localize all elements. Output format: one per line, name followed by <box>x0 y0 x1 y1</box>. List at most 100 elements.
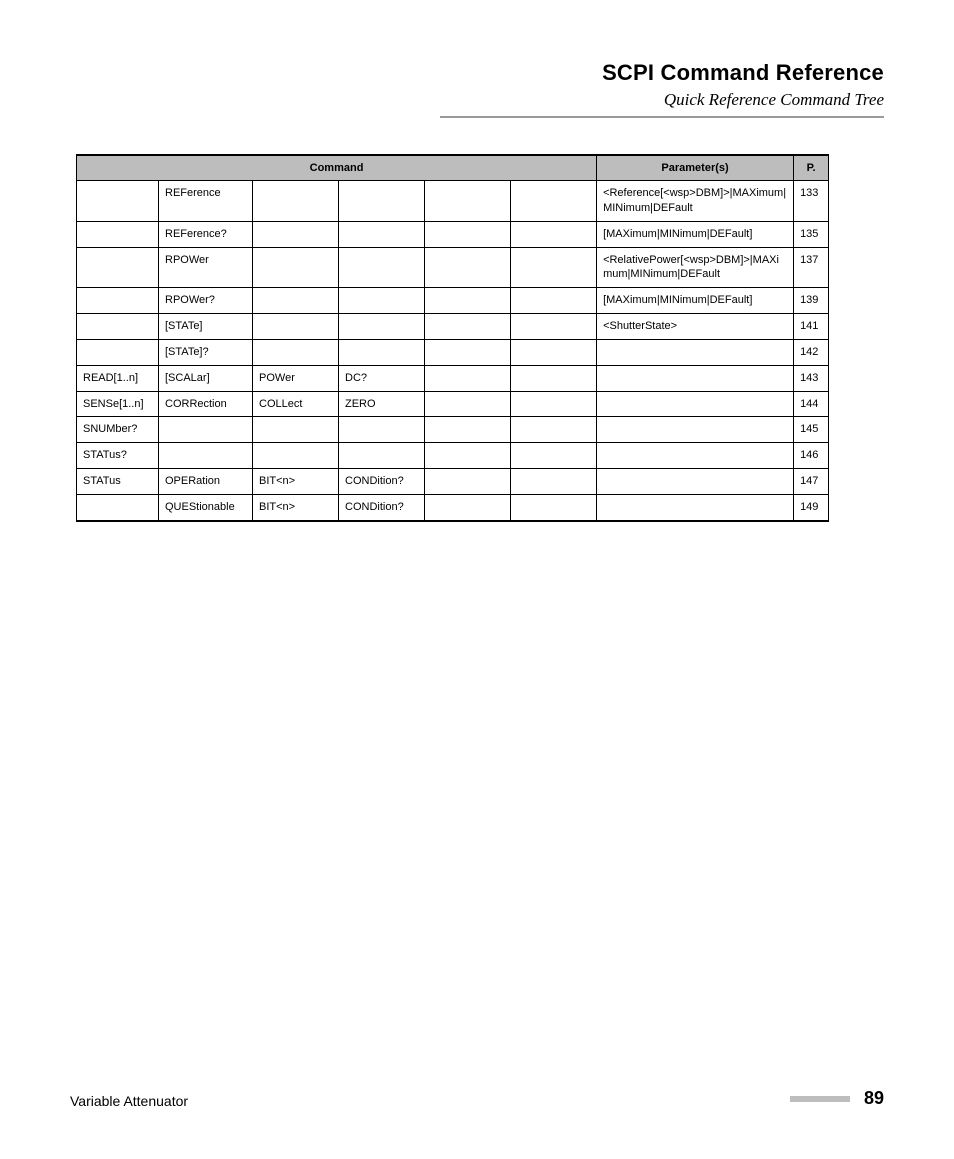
footer-right: 89 <box>790 1088 884 1109</box>
cmd-cell: CORRection <box>159 391 253 417</box>
cmd-cell <box>425 494 511 520</box>
params-cell <box>597 365 794 391</box>
cmd-cell <box>159 417 253 443</box>
cmd-cell <box>511 391 597 417</box>
cmd-cell: [STATe]? <box>159 339 253 365</box>
cmd-cell: CONDition? <box>339 494 425 520</box>
doc-subtitle: Quick Reference Command Tree <box>70 90 884 110</box>
page-cell: 139 <box>794 288 829 314</box>
cmd-cell <box>253 417 339 443</box>
cmd-cell <box>253 247 339 288</box>
cmd-cell: SNUMber? <box>77 417 159 443</box>
cmd-cell <box>425 391 511 417</box>
header-rule <box>440 116 884 118</box>
table-header-row: Command Parameter(s) P. <box>77 155 829 181</box>
cmd-cell <box>511 288 597 314</box>
cmd-cell <box>77 181 159 222</box>
cmd-cell <box>339 221 425 247</box>
col-header-page: P. <box>794 155 829 181</box>
cmd-cell: OPERation <box>159 469 253 495</box>
params-cell <box>597 469 794 495</box>
params-cell <box>597 494 794 520</box>
table-row: REFerence?[MAXimum|MINimum|DEFault]135 <box>77 221 829 247</box>
params-cell <box>597 417 794 443</box>
page-cell: 149 <box>794 494 829 520</box>
cmd-cell: QUEStionable <box>159 494 253 520</box>
cmd-cell <box>253 339 339 365</box>
table-row: READ[1..n][SCALar]POWerDC?143 <box>77 365 829 391</box>
cmd-cell: READ[1..n] <box>77 365 159 391</box>
cmd-cell <box>511 365 597 391</box>
cmd-cell <box>253 443 339 469</box>
cmd-cell <box>339 443 425 469</box>
cmd-cell <box>339 314 425 340</box>
command-reference-table: Command Parameter(s) P. REFerence <Refere… <box>76 154 829 522</box>
cmd-cell <box>77 221 159 247</box>
cmd-cell: STATus? <box>77 443 159 469</box>
cmd-cell <box>511 443 597 469</box>
cmd-cell: COLLect <box>253 391 339 417</box>
cmd-cell <box>425 417 511 443</box>
cmd-cell <box>253 288 339 314</box>
col-header-params: Parameter(s) <box>597 155 794 181</box>
cmd-cell <box>425 339 511 365</box>
params-cell <box>597 443 794 469</box>
page-cell: 143 <box>794 365 829 391</box>
cmd-cell <box>425 247 511 288</box>
cmd-cell <box>339 181 425 222</box>
cmd-cell: REFerence? <box>159 221 253 247</box>
table-row: REFerence <Reference[<wsp>DBM]>|MAXimum|M… <box>77 181 829 222</box>
table-row: SENSe[1..n]CORRectionCOLLectZERO 144 <box>77 391 829 417</box>
table-row: [STATe]<ShutterState>141 <box>77 314 829 340</box>
cmd-cell <box>511 314 597 340</box>
cmd-cell <box>253 314 339 340</box>
cmd-cell <box>425 181 511 222</box>
params-cell: [MAXimum|MINimum|DEFault] <box>597 288 794 314</box>
cmd-cell: REFerence <box>159 181 253 222</box>
cmd-cell: BIT<n> <box>253 494 339 520</box>
cmd-cell: [SCALar] <box>159 365 253 391</box>
cmd-cell <box>511 417 597 443</box>
cmd-cell: CONDition? <box>339 469 425 495</box>
cmd-cell <box>253 181 339 222</box>
col-header-command: Command <box>77 155 597 181</box>
page-cell: 142 <box>794 339 829 365</box>
cmd-cell <box>253 221 339 247</box>
cmd-cell: ZERO <box>339 391 425 417</box>
table-row: [STATe]? 142 <box>77 339 829 365</box>
cmd-cell <box>339 247 425 288</box>
cmd-cell <box>339 339 425 365</box>
params-cell: <ShutterState> <box>597 314 794 340</box>
cmd-cell: [STATe] <box>159 314 253 340</box>
cmd-cell <box>159 443 253 469</box>
table-row: STATus?146 <box>77 443 829 469</box>
cmd-cell <box>77 314 159 340</box>
cmd-cell <box>339 417 425 443</box>
cmd-cell <box>425 443 511 469</box>
params-cell: <RelativePower[<wsp>DBM]>|MAXimum|MINimu… <box>597 247 794 288</box>
cmd-cell <box>511 339 597 365</box>
params-cell <box>597 339 794 365</box>
page-cell: 145 <box>794 417 829 443</box>
cmd-cell <box>77 247 159 288</box>
page-cell: 137 <box>794 247 829 288</box>
table-row: RPOWer<RelativePower[<wsp>DBM]>|MAXimum|… <box>77 247 829 288</box>
params-cell: [MAXimum|MINimum|DEFault] <box>597 221 794 247</box>
cmd-cell: BIT<n> <box>253 469 339 495</box>
footer-page-number: 89 <box>864 1088 884 1109</box>
cmd-cell <box>77 339 159 365</box>
page-cell: 144 <box>794 391 829 417</box>
page-header: SCPI Command Reference Quick Reference C… <box>70 60 884 118</box>
cmd-cell <box>77 494 159 520</box>
page-cell: 147 <box>794 469 829 495</box>
params-cell: <Reference[<wsp>DBM]>|MAXimum|MINimum|DE… <box>597 181 794 222</box>
cmd-cell: SENSe[1..n] <box>77 391 159 417</box>
table-row: RPOWer?[MAXimum|MINimum|DEFault]139 <box>77 288 829 314</box>
footer-bar-icon <box>790 1096 850 1102</box>
doc-title: SCPI Command Reference <box>70 60 884 86</box>
cmd-cell <box>77 288 159 314</box>
table-row: QUEStionableBIT<n>CONDition? 149 <box>77 494 829 520</box>
cmd-cell <box>425 314 511 340</box>
cmd-cell <box>425 469 511 495</box>
cmd-cell <box>511 494 597 520</box>
